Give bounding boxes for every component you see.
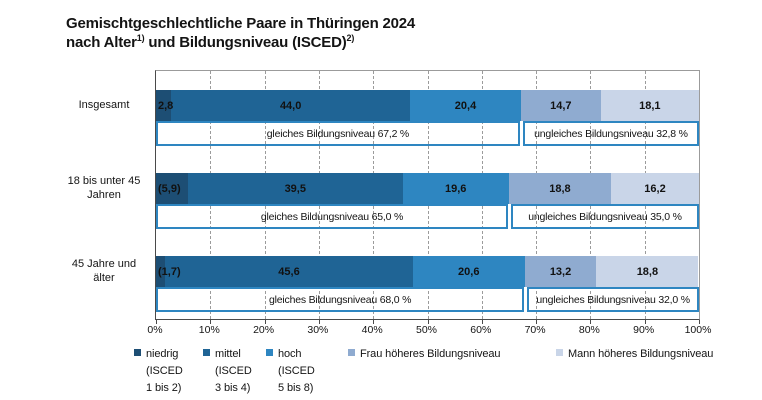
legend-swatch [348, 349, 355, 356]
bar-segment: 20,4 [410, 90, 521, 121]
x-axis-label: 40% [361, 324, 383, 336]
legend-label: hoch (ISCED 5 bis 8) [278, 348, 315, 394]
bar-segment: 19,6 [402, 173, 509, 204]
axis-tick [156, 320, 157, 324]
chart-title-line1: Gemischtgeschlechtliche Paare in Thüring… [66, 15, 416, 32]
bar-value-label: 45,6 [278, 265, 300, 278]
annotation-box-gleiches: gleiches Bildungsniveau 68,0 % [156, 287, 525, 312]
bar-segment [156, 256, 166, 287]
bar-value-label: (1,7) [158, 265, 181, 278]
x-axis-label: 10% [198, 324, 220, 336]
annotation-box-ungleiches: ungleiches Bildungsniveau 35,0 % [510, 204, 699, 229]
bar-value-label: 20,6 [458, 265, 480, 278]
axis-tick [481, 320, 483, 324]
x-axis-label: 0% [147, 324, 163, 336]
bar-value-label: 39,5 [284, 182, 306, 195]
category-label: 18 bis unter 45 Jahren [67, 175, 141, 201]
legend-swatch [266, 349, 273, 356]
bar-value-label: 2,8 [158, 99, 174, 112]
annotation-label: gleiches Bildungsniveau 68,0 % [268, 293, 412, 306]
bar-segment: 18,8 [596, 256, 699, 287]
bar-row-0: 2,8 44,0 20,4 14,7 18,1 [156, 90, 699, 121]
bar-value-label: 13,2 [549, 265, 572, 278]
bar-row-2: (1,7) 45,6 20,6 13,2 18,8 [156, 256, 699, 287]
legend-swatch [203, 349, 210, 356]
legend-item: mittel (ISCED 3 bis 4) [203, 346, 252, 397]
annotation-label: gleiches Bildungsniveau 67,2 % [266, 127, 410, 140]
annotation-box-ungleiches: ungleiches Bildungsniveau 32,8 % [522, 121, 699, 146]
x-axis-label: 60% [470, 324, 492, 336]
legend-item: niedrig (ISCED 1 bis 2) [134, 346, 183, 397]
annotation-label: ungleiches Bildungsniveau 32,0 % [536, 293, 690, 306]
bar-value-label: 20,4 [454, 99, 477, 112]
annotation-box-gleiches: gleiches Bildungsniveau 67,2 % [156, 121, 520, 146]
legend-label: mittel (ISCED 3 bis 4) [215, 348, 252, 394]
legend-swatch [556, 349, 563, 356]
axis-tick [427, 320, 429, 324]
bar-value-label: 19,6 [445, 182, 467, 195]
legend-label: Mann höheres Bildungsniveau [568, 348, 714, 360]
legend-item: Mann höheres Bildungsniveau [556, 346, 713, 363]
legend-label: Frau höheres Bildungsniveau [360, 348, 501, 360]
legend-label: niedrig (ISCED 1 bis 2) [146, 348, 183, 394]
bar-segment: 13,2 [524, 256, 597, 287]
bar-segment: 14,7 [520, 90, 601, 121]
axis-tick [536, 320, 538, 324]
axis-tick [590, 320, 592, 324]
x-axis-label: 80% [578, 324, 600, 336]
annotation-label: ungleiches Bildungsniveau 35,0 % [528, 210, 682, 223]
bar-value-label: 18,8 [636, 265, 659, 278]
bar-value-label: 44,0 [279, 99, 302, 112]
axis-tick [264, 320, 266, 324]
legend-item: Frau höheres Bildungsniveau [348, 346, 501, 363]
axis-tick [210, 320, 212, 324]
category-label: 45 Jahre und älter [71, 258, 137, 284]
annotation-box-gleiches: gleiches Bildungsniveau 65,0 % [156, 204, 508, 229]
x-axis-label: 50% [415, 324, 438, 336]
axis-tick [373, 320, 375, 324]
bar-segment: 18,1 [600, 90, 699, 121]
bar-value-label: 16,2 [644, 182, 666, 195]
bar-row-1: (5,9) 39,5 19,6 18,8 16,2 [156, 173, 699, 204]
bar-segment: 39,5 [188, 173, 403, 204]
bar-segment: 20,6 [412, 256, 525, 287]
chart-title: Gemischtgeschlechtliche Paare in Thüring… [66, 14, 415, 52]
annotation-box-ungleiches: ungleiches Bildungsniveau 32,0 % [527, 287, 699, 312]
legend-swatch [134, 349, 141, 356]
axis-tick [644, 320, 646, 324]
annotation-label: gleiches Bildungsniveau 65,0 % [260, 210, 404, 223]
chart-title-line2: nach Alter1) und Bildungsniveau (ISCED)2… [66, 33, 355, 52]
footnote-ref-2: 2) [346, 33, 355, 43]
x-axis-label: 20% [253, 324, 275, 336]
axis-tick [318, 320, 320, 324]
bar-segment [156, 90, 172, 121]
x-axis-label: 100% [684, 324, 712, 336]
category-label: Insgesamt [78, 99, 130, 111]
legend-item: hoch (ISCED 5 bis 8) [266, 346, 315, 397]
bar-value-label: 18,8 [549, 182, 571, 195]
bar-value-label: 18,1 [639, 99, 661, 112]
plot-area: 2,8 44,0 20,4 14,7 18,1 gleiches Bildungsnive… [155, 70, 700, 324]
bar-segment [156, 173, 189, 204]
footnote-ref-1: 1) [136, 33, 145, 43]
bar-value-label: (5,9) [158, 182, 181, 195]
x-axis-label: 90% [633, 324, 655, 336]
x-axis-label: 70% [524, 324, 546, 336]
bar-segment: 44,0 [171, 90, 411, 121]
x-axis-label: 30% [307, 324, 329, 336]
bar-value-label: 14,7 [550, 99, 572, 112]
bar-segment: 16,2 [611, 173, 699, 204]
bar-segment: 45,6 [165, 256, 413, 287]
annotation-label: ungleiches Bildungsniveau 32,8 % [534, 127, 688, 140]
bar-segment: 18,8 [508, 173, 612, 204]
axis-tick [699, 320, 700, 324]
